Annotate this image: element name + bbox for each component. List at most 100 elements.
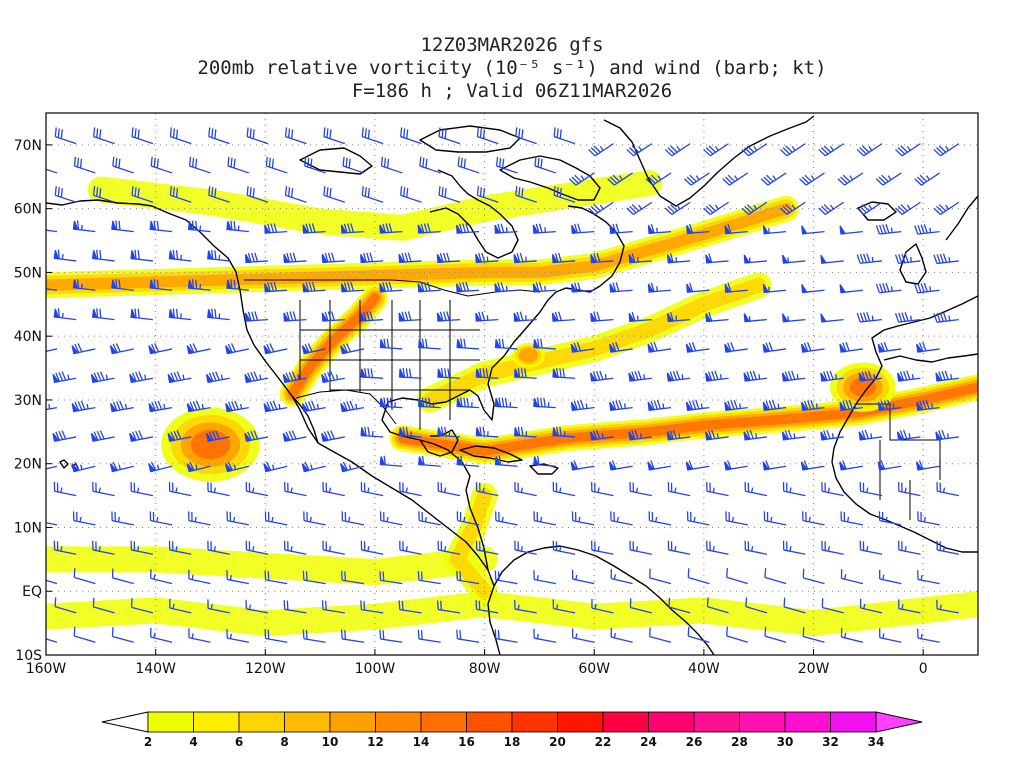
wind-barb — [226, 511, 249, 526]
wind-barb — [706, 597, 729, 614]
vorticity-band — [46, 591, 978, 637]
wind-barb — [745, 597, 768, 614]
wind-barb — [208, 186, 230, 203]
colorbar-swatch — [557, 711, 604, 733]
wind-barb — [783, 597, 806, 614]
wind-barb — [71, 400, 96, 413]
wind-barb — [568, 172, 595, 186]
wind-barb — [705, 253, 729, 264]
wind-barb — [494, 455, 518, 467]
wind-barb — [859, 482, 883, 497]
wind-barb — [456, 338, 480, 350]
wind-barb — [284, 127, 307, 145]
wind-barb — [686, 282, 710, 293]
wind-barb — [53, 482, 77, 497]
wind-barb — [379, 629, 403, 643]
wind-barb — [400, 186, 422, 203]
wind-barb — [361, 186, 384, 203]
wind-barb — [264, 570, 288, 585]
wind-barb — [322, 482, 345, 497]
wind-barb — [818, 143, 845, 157]
wind-barb — [626, 201, 653, 216]
wind-barb — [399, 540, 422, 555]
wind-barb — [130, 482, 154, 497]
wind-barb — [859, 540, 883, 555]
wind-barb — [894, 253, 921, 265]
colorbar-swatch — [420, 711, 467, 733]
greenland-coastline — [603, 115, 815, 207]
wind-barb — [553, 127, 576, 145]
wind-barb — [283, 600, 307, 614]
wind-barb — [764, 626, 787, 643]
hispaniola-coastline — [529, 463, 559, 475]
wind-barb — [282, 430, 307, 442]
wind-barb — [284, 186, 307, 203]
wind-barb — [552, 426, 576, 438]
wind-barb — [779, 201, 806, 216]
wind-barb — [340, 571, 365, 585]
wind-barb — [360, 426, 384, 438]
wind-barb — [571, 511, 595, 526]
wind-barb — [419, 156, 441, 174]
wind-barb — [666, 311, 691, 323]
wind-barb — [111, 511, 134, 526]
wind-barb — [379, 281, 403, 293]
wind-barb — [896, 429, 921, 441]
wind-barb — [302, 629, 326, 643]
wind-barb — [340, 461, 365, 473]
wind-barb — [226, 628, 249, 643]
wind-barb — [437, 482, 461, 497]
colorbar-swatch — [511, 711, 558, 733]
wind-barb — [111, 220, 134, 233]
wind-barb — [533, 397, 556, 409]
wind-barb — [205, 371, 230, 383]
wind-barb — [360, 368, 384, 379]
wind-barb — [340, 223, 365, 234]
europe-atlantic-coast — [831, 295, 978, 553]
wind-barb — [188, 156, 211, 174]
wind-barb — [263, 400, 288, 413]
wind-barb — [54, 127, 77, 145]
wind-barb — [515, 186, 537, 203]
wind-barb — [840, 627, 864, 643]
wind-barb — [552, 482, 576, 497]
plot-frame — [45, 112, 979, 656]
wind-barb — [283, 540, 307, 555]
wind-barb — [610, 511, 633, 526]
wind-barb — [302, 223, 326, 234]
wind-barb — [321, 252, 345, 263]
wind-barb — [764, 568, 787, 585]
wind-barb — [801, 399, 825, 411]
wind-barb — [917, 511, 940, 526]
wind-barb — [456, 511, 480, 526]
colorbar-label: 20 — [549, 735, 566, 749]
wind-barb — [379, 511, 403, 526]
wind-barb — [475, 600, 499, 614]
wind-barb — [570, 399, 595, 411]
wind-barb — [322, 540, 345, 555]
wind-barb — [227, 156, 250, 174]
wind-barb — [840, 569, 864, 585]
wind-barb — [224, 461, 250, 473]
wind-barb — [360, 311, 384, 322]
wind-barb — [917, 628, 940, 643]
wind-barb — [301, 343, 326, 355]
wind-barb — [879, 569, 902, 585]
wind-barb — [875, 172, 902, 186]
wind-barb — [301, 400, 326, 413]
wind-barb — [571, 569, 595, 585]
wind-barb — [225, 343, 249, 355]
wind-barb — [933, 312, 959, 323]
colorbar-swatch — [602, 711, 649, 733]
wind-barb — [741, 201, 768, 216]
longitude-label: 20W — [798, 661, 830, 677]
wind-barb — [92, 540, 115, 555]
wind-barb — [244, 371, 269, 383]
wind-barb — [667, 540, 691, 555]
longitude-label: 40W — [688, 661, 720, 677]
wind-barb — [779, 143, 806, 157]
wind-barb — [53, 249, 77, 262]
wind-barb — [109, 461, 134, 473]
wind-barb — [148, 461, 173, 473]
colorbar-swatch — [147, 711, 194, 733]
